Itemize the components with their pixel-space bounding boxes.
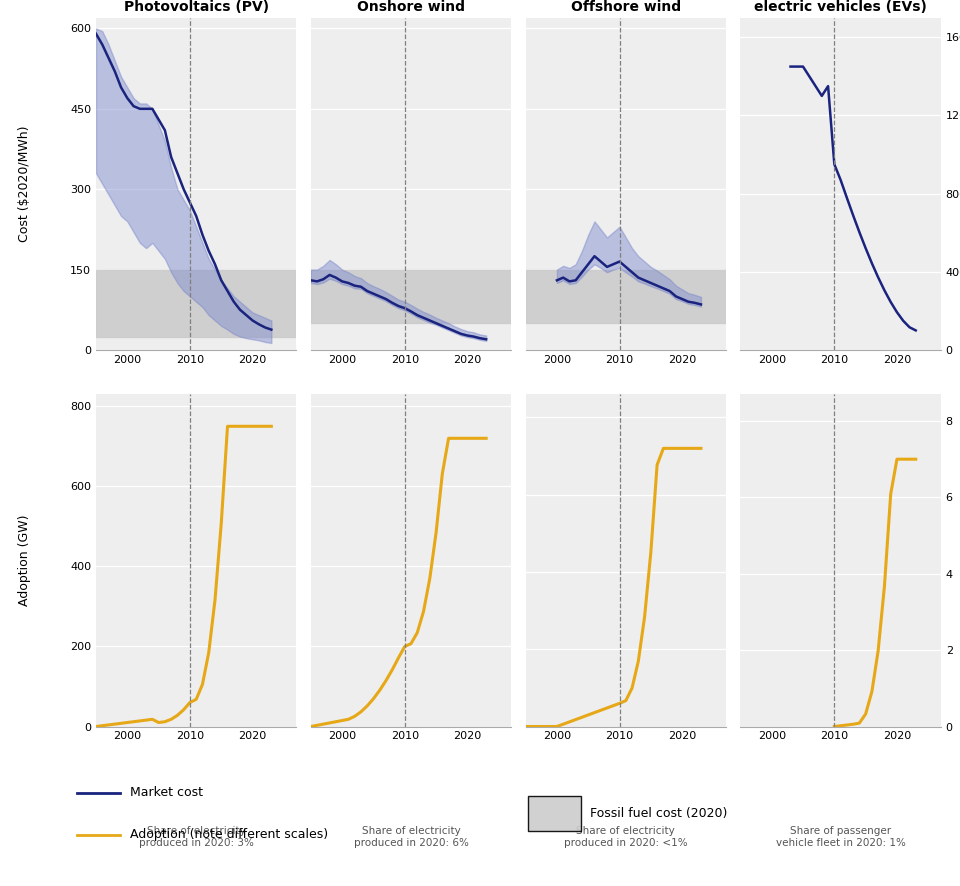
Text: Adoption (GW): Adoption (GW): [17, 515, 31, 606]
Title: Onshore wind: Onshore wind: [357, 0, 465, 14]
Text: Fossil fuel cost (2020): Fossil fuel cost (2020): [590, 807, 728, 820]
Text: Adoption (note different scales): Adoption (note different scales): [130, 828, 327, 841]
Text: Share of passenger
vehicle fleet in 2020: 1%: Share of passenger vehicle fleet in 2020…: [776, 826, 905, 848]
Text: Share of electricity
produced in 2020: 6%: Share of electricity produced in 2020: 6…: [353, 826, 468, 848]
Bar: [526, 269, 726, 323]
FancyBboxPatch shape: [528, 796, 581, 831]
Title: Offshore wind: Offshore wind: [571, 0, 681, 14]
Text: Share of electricity
produced in 2020: 3%: Share of electricity produced in 2020: 3…: [139, 826, 253, 848]
Bar: [96, 269, 297, 337]
Text: Share of electricity
produced in 2020: <1%: Share of electricity produced in 2020: <…: [564, 826, 687, 848]
Text: Cost ($2020/MWh): Cost ($2020/MWh): [17, 126, 31, 242]
Title: Photovoltaics (PV): Photovoltaics (PV): [124, 0, 269, 14]
Text: Market cost: Market cost: [130, 787, 203, 799]
Bar: [311, 269, 511, 323]
Title: Batteries for passenger
electric vehicles (EVs): Batteries for passenger electric vehicle…: [748, 0, 933, 14]
